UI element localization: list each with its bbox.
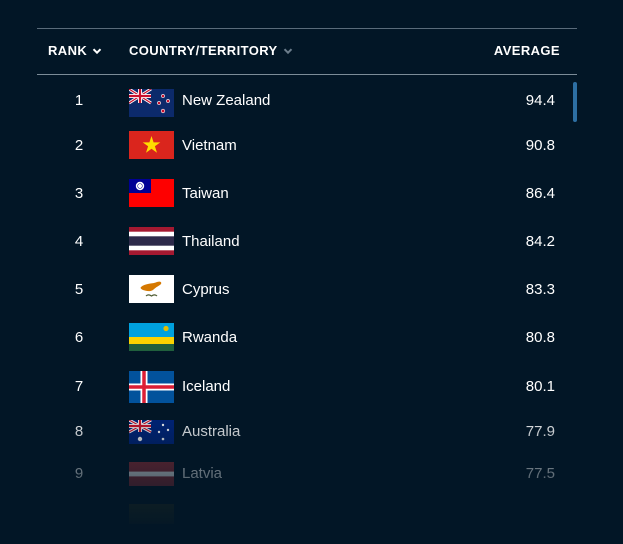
average-cell: 80.8 [525,329,555,346]
country-header-label: COUNTRY/TERRITORY [129,43,278,58]
rank-cell: 8 [74,423,84,440]
table-row[interactable]: 2 Vietnam 90.8 [37,131,577,171]
new-zealand-flag-icon [129,89,174,117]
country-column-header[interactable]: COUNTRY/TERRITORY [129,43,294,58]
table-row[interactable]: 9 Latvia 77.5 [37,462,577,502]
table-row[interactable]: 6 Rwanda 80.8 [37,323,577,363]
ranking-table: RANK COUNTRY/TERRITORY AVERAGE 1 N [37,28,577,525]
average-cell: 94.4 [525,92,555,109]
table-row[interactable]: 8 Australia 77.9 [37,420,577,460]
rank-cell: 7 [74,378,84,395]
header-divider [37,74,577,75]
rank-cell: 9 [74,465,84,482]
average-cell: 90.8 [525,137,555,154]
rank-header-label: RANK [48,43,88,58]
cyprus-flag-icon [129,275,174,303]
rank-cell: 3 [74,185,84,202]
australia-flag-icon [129,420,174,444]
average-cell: 80.1 [525,378,555,395]
average-cell: 86.4 [525,185,555,202]
taiwan-flag-icon [129,179,174,207]
vietnam-flag-icon [129,131,174,159]
table-row[interactable]: 5 Cyprus 83.3 [37,275,577,315]
rank-column-header[interactable]: RANK [48,43,103,58]
country-cell: Australia [182,423,241,440]
average-cell: 84.2 [525,233,555,250]
country-cell: Latvia [182,465,223,482]
rank-cell: 1 [74,92,84,109]
country-cell: Iceland [182,378,231,395]
iceland-flag-icon [129,371,174,403]
average-column-header[interactable]: AVERAGE [494,43,560,58]
rank-cell: 4 [74,233,84,250]
next-row-flag-icon [129,504,174,524]
rank-cell: 2 [74,137,84,154]
table-row[interactable]: 1 New Zealand 94.4 [37,89,577,129]
rank-cell: 6 [74,329,84,346]
country-cell: Vietnam [182,137,237,154]
chevron-down-icon [92,47,102,54]
country-cell: Taiwan [182,185,229,202]
rank-cell: 5 [74,281,84,298]
table-row[interactable]: 4 Thailand 84.2 [37,227,577,267]
table-scrollbar[interactable] [573,82,577,122]
average-cell: 83.3 [525,281,555,298]
table-top-divider [37,28,577,29]
country-cell: Thailand [182,233,240,250]
country-cell: New Zealand [182,92,271,109]
country-cell: Rwanda [182,329,238,346]
table-row[interactable]: 7 Iceland 80.1 [37,371,577,411]
average-cell: 77.5 [525,465,555,482]
thailand-flag-icon [129,227,174,255]
latvia-flag-icon [129,462,174,486]
table-row[interactable] [37,504,577,544]
chevron-down-icon [283,47,292,54]
country-cell: Cyprus [182,281,230,298]
average-header-label: AVERAGE [493,43,560,58]
average-cell: 77.9 [525,423,555,440]
rwanda-flag-icon [129,323,174,351]
table-row[interactable]: 3 Taiwan 86.4 [37,179,577,219]
